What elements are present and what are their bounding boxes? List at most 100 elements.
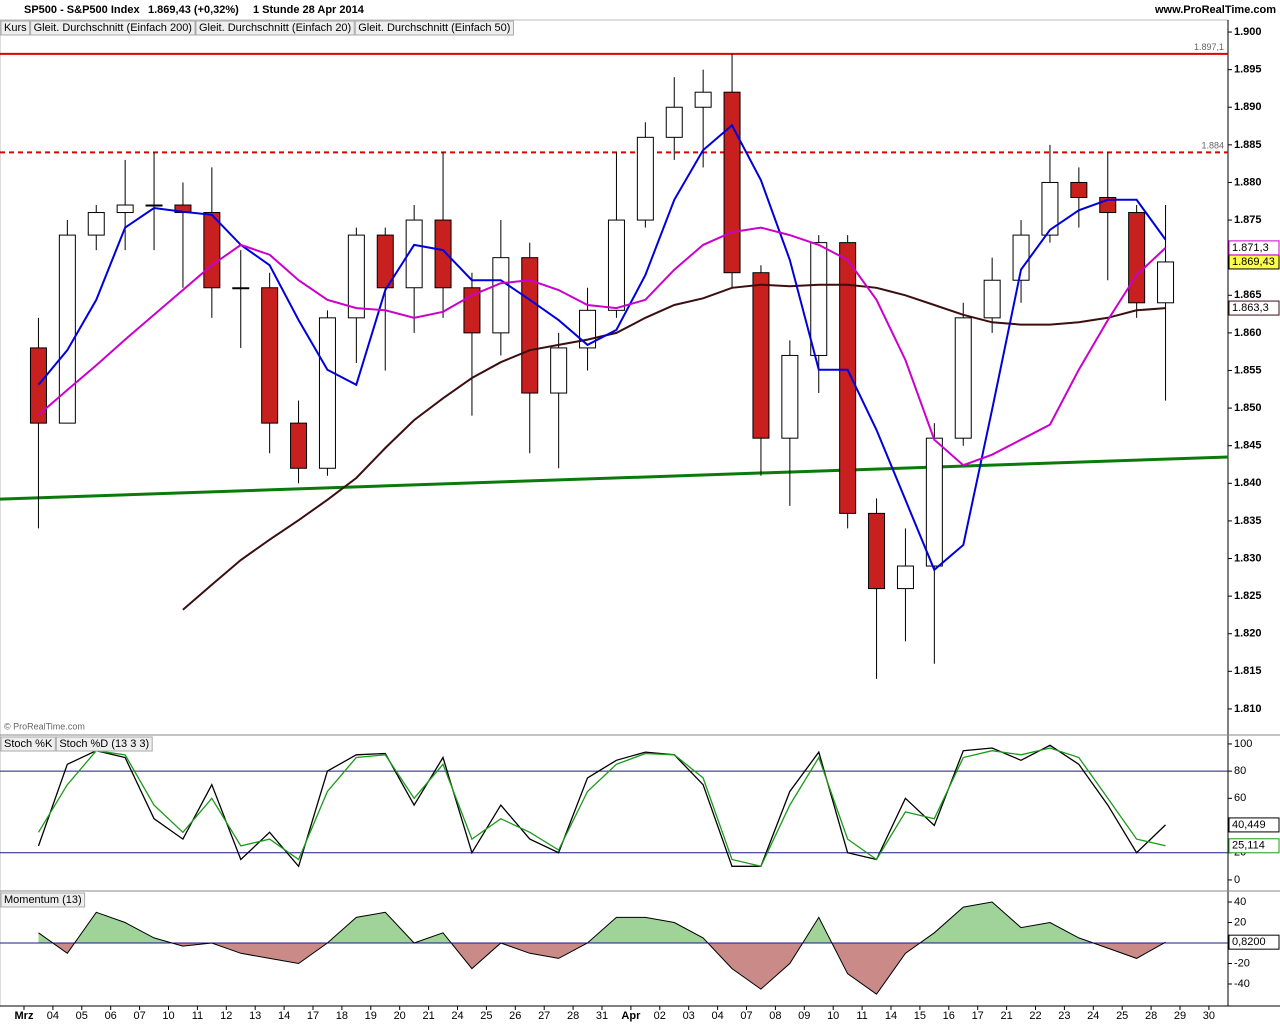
y-tick-label: 1.815	[1234, 665, 1262, 677]
candle-body	[550, 347, 568, 394]
x-tick-label: 28	[567, 1010, 579, 1022]
y-tick-label: 1.845	[1234, 440, 1262, 452]
candle-body	[1041, 181, 1059, 236]
legend-entry-box	[30, 20, 196, 36]
x-tick-label: 25	[1116, 1010, 1128, 1022]
legend-entry: Stoch %K	[4, 738, 53, 750]
level-label: 1.884	[1201, 141, 1224, 151]
y-tick-label: 1.890	[1234, 101, 1262, 113]
legend-entry: Kurs	[4, 22, 27, 34]
candle-body	[954, 317, 972, 439]
last-value-label: 40,449	[1232, 819, 1266, 831]
x-tick-label: 29	[1174, 1010, 1186, 1022]
legend-entry: Gleit. Durchschnitt (Einfach 50)	[358, 22, 510, 34]
x-tick-label: 25	[480, 1010, 492, 1022]
x-tick-label: 12	[220, 1010, 232, 1022]
candle-body	[261, 287, 279, 424]
y-tick-label: 20	[1234, 916, 1246, 928]
x-tick-label: 27	[538, 1010, 550, 1022]
y-tick-label: 1.860	[1234, 327, 1262, 339]
x-tick-label: 17	[307, 1010, 319, 1022]
candle-body	[376, 234, 394, 289]
x-tick-label: 23	[1058, 1010, 1070, 1022]
last-value-box	[1228, 240, 1280, 256]
candle-body	[203, 212, 221, 289]
momentum-line	[38, 901, 1166, 995]
x-tick-label: 07	[740, 1010, 752, 1022]
x-tick-label: 24	[1087, 1010, 1099, 1022]
x-tick-label: Mrz	[15, 1010, 34, 1022]
legend-entry-box	[0, 736, 56, 752]
y-tick-label: 1.855	[1234, 364, 1262, 376]
candle-body	[87, 212, 105, 236]
moving-average	[37, 123, 1167, 572]
legend-entry: Gleit. Durchschnitt (Einfach 200)	[34, 22, 192, 34]
candle-body	[318, 317, 336, 469]
momentum-area-pos	[38, 902, 1166, 944]
candle-body	[463, 287, 481, 334]
candle-body	[492, 257, 510, 334]
x-tick-label: 18	[336, 1010, 348, 1022]
legend-entry-box	[55, 736, 153, 752]
candle-body	[983, 279, 1001, 319]
x-tick-label: 16	[943, 1010, 955, 1022]
x-tick-label: 06	[105, 1010, 117, 1022]
legend-entry-box	[0, 892, 86, 908]
y-tick-label: 1.895	[1234, 64, 1262, 76]
y-tick-label: 100	[1234, 738, 1252, 750]
candle-body	[665, 106, 683, 138]
y-tick-label: 40	[1234, 896, 1246, 908]
quote: 1.869,43 (+0,32%)	[148, 4, 239, 16]
last-value-box	[1228, 838, 1280, 854]
x-tick-label: 20	[394, 1010, 406, 1022]
legend-entry: Momentum (13)	[4, 894, 82, 906]
x-tick-label: 11	[856, 1010, 867, 1022]
x-tick-label: 21	[422, 1010, 434, 1022]
y-tick-label: 60	[1234, 792, 1246, 804]
x-tick-label: 09	[798, 1010, 810, 1022]
candle-body	[347, 234, 365, 319]
candle-body	[781, 354, 799, 439]
candle-body	[868, 512, 886, 590]
x-tick-label: 04	[711, 1010, 723, 1022]
period: 1 Stunde 28 Apr 2014	[253, 4, 365, 16]
legend-entry-box	[354, 20, 514, 36]
y-tick-label: 1.840	[1234, 477, 1262, 489]
source: © ProRealTime.com	[4, 721, 85, 731]
x-tick-label: 14	[278, 1010, 290, 1022]
candle-body	[752, 272, 770, 439]
momentum-area-neg	[52, 943, 1165, 995]
last-value-label: 1.871,3	[1232, 242, 1269, 254]
candle-body	[145, 204, 163, 207]
x-tick-label: 21	[1000, 1010, 1012, 1022]
last-value-label: 0,8200	[1232, 936, 1266, 948]
site: www.ProRealTime.com	[1154, 4, 1276, 16]
x-tick-label: 22	[1029, 1010, 1041, 1022]
candle-body	[723, 91, 741, 274]
last-value-label: 25,114	[1232, 840, 1265, 852]
y-tick-label: 1.850	[1234, 402, 1262, 414]
x-tick-label: Apr	[621, 1010, 641, 1022]
y-tick-label: 1.875	[1234, 214, 1262, 226]
legend-entry-box	[0, 20, 31, 36]
y-tick-label: 1.825	[1234, 590, 1262, 602]
last-value-box	[1228, 934, 1280, 950]
legend-entry: Gleit. Durchschnitt (Einfach 20)	[199, 22, 351, 34]
trend-line	[0, 455, 1229, 501]
candle-body	[290, 422, 308, 469]
x-tick-label: 10	[827, 1010, 839, 1022]
legend-entry: Stoch %D (13 3 3)	[59, 738, 149, 750]
x-tick-label: 11	[192, 1010, 203, 1022]
candle-body	[925, 437, 943, 567]
candle-body	[405, 219, 423, 289]
candle-body	[1070, 181, 1088, 198]
x-tick-label: 08	[769, 1010, 781, 1022]
stoch-line	[37, 747, 1166, 868]
x-tick-label: 03	[683, 1010, 695, 1022]
candle-body	[636, 136, 654, 221]
x-tick-label: 31	[596, 1010, 608, 1022]
y-tick-label: 1.900	[1234, 26, 1262, 38]
x-tick-label: 14	[885, 1010, 897, 1022]
y-tick-label: 0	[1234, 874, 1240, 886]
candle-body	[694, 91, 712, 108]
